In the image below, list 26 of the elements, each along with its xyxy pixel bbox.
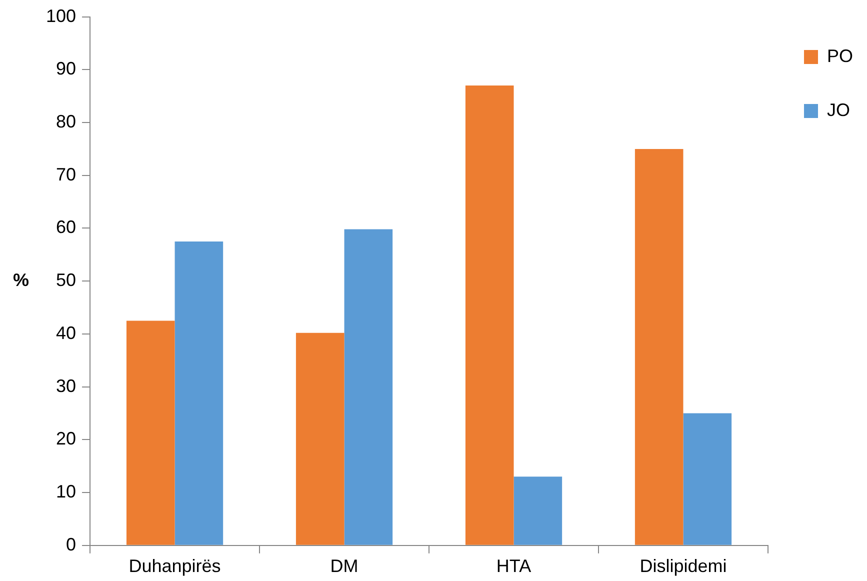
bar <box>465 86 514 545</box>
y-tick-label: 20 <box>56 428 76 449</box>
y-tick-label: 10 <box>56 482 76 502</box>
y-tick-label: 40 <box>56 322 76 343</box>
x-tick-label: DM <box>330 556 358 576</box>
y-tick-label: 70 <box>56 164 76 184</box>
y-tick-label: 60 <box>56 217 76 238</box>
y-tick-label: 100 <box>46 6 76 26</box>
legend-label: JO <box>826 100 850 120</box>
y-tick-label: 90 <box>56 58 76 79</box>
bar <box>344 229 393 545</box>
y-tick-label: 50 <box>56 270 76 290</box>
y-axis-title: % <box>12 270 30 290</box>
legend-label: PO <box>826 46 854 66</box>
bar <box>634 148 684 545</box>
x-tick-label: Duhanpirës <box>128 556 221 576</box>
y-tick-label: 80 <box>56 111 76 132</box>
x-tick-label: Dislipidemi <box>640 556 727 576</box>
y-tick-label: 0 <box>66 534 76 554</box>
x-tick-label: HTA <box>496 556 532 576</box>
bar <box>174 241 224 545</box>
bar <box>514 476 562 545</box>
bar <box>126 320 175 545</box>
y-tick-label: 30 <box>56 376 76 396</box>
bar <box>683 413 732 545</box>
bar <box>296 332 344 545</box>
